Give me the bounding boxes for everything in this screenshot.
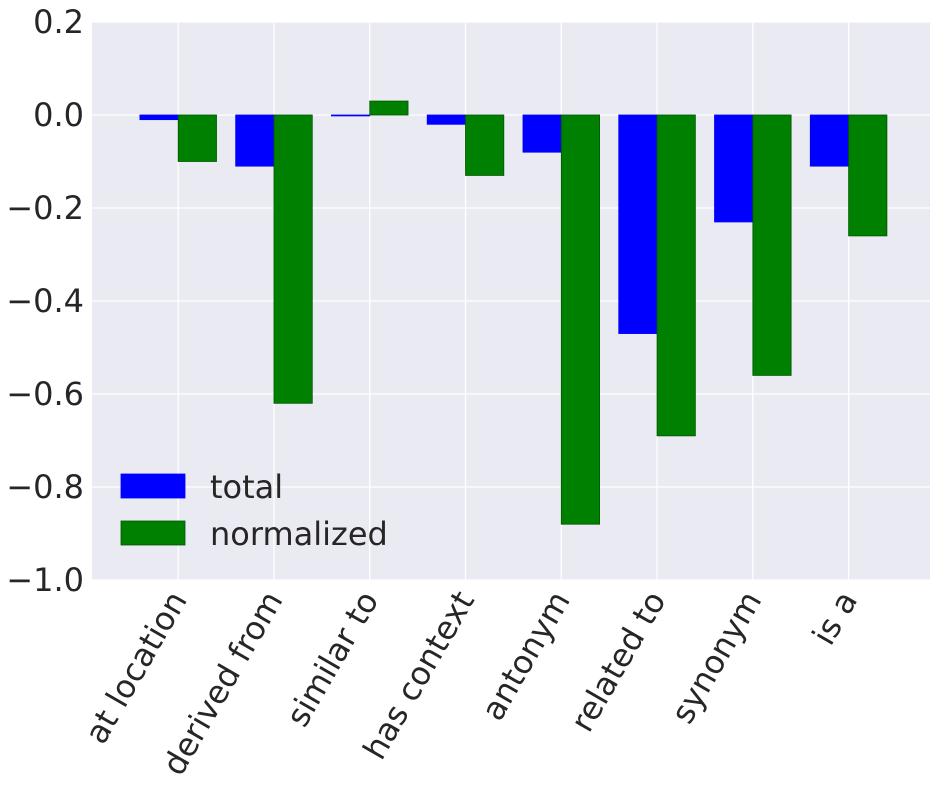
- bar-total: [426, 114, 466, 125]
- bar-normalized: [369, 100, 409, 116]
- y-axis-ticks: 0.2 0.0 −0.2 −0.4 −0.6 −0.8 −1.0: [6, 3, 84, 599]
- bar-total: [809, 114, 849, 167]
- legend: total normalized: [120, 468, 388, 553]
- bar-normalized: [560, 114, 600, 525]
- y-tick-label: 0.0: [33, 96, 84, 134]
- bar-total: [618, 114, 658, 334]
- bars: [139, 100, 888, 525]
- y-tick-label: −0.4: [6, 282, 84, 320]
- legend-swatch-total: [120, 473, 186, 499]
- bar-normalized: [656, 114, 696, 437]
- legend-label-total: total: [210, 468, 283, 506]
- bar-total: [331, 114, 371, 117]
- y-tick-label: −0.6: [6, 375, 84, 413]
- x-tick-label: similar to: [278, 585, 386, 734]
- bar-total: [235, 114, 275, 167]
- bar-total: [139, 114, 179, 121]
- y-tick-label: −0.2: [6, 189, 84, 227]
- x-tick-label: is a: [804, 585, 865, 652]
- x-tick-label: synonym: [663, 585, 769, 730]
- bar-normalized: [752, 114, 792, 376]
- legend-label-normalized: normalized: [210, 515, 388, 553]
- legend-swatch-normalized: [120, 520, 186, 546]
- x-tick-label: antonym: [474, 585, 578, 727]
- y-tick-label: −0.8: [6, 468, 84, 506]
- bar-normalized: [848, 114, 888, 237]
- y-tick-label: −1.0: [6, 561, 84, 599]
- bar-total: [714, 114, 754, 223]
- bar-normalized: [273, 114, 313, 404]
- x-tick-label: related to: [563, 585, 674, 739]
- bar-normalized: [465, 114, 505, 176]
- bar-normalized: [177, 114, 217, 162]
- bar-total: [522, 114, 562, 153]
- y-tick-label: 0.2: [33, 3, 84, 41]
